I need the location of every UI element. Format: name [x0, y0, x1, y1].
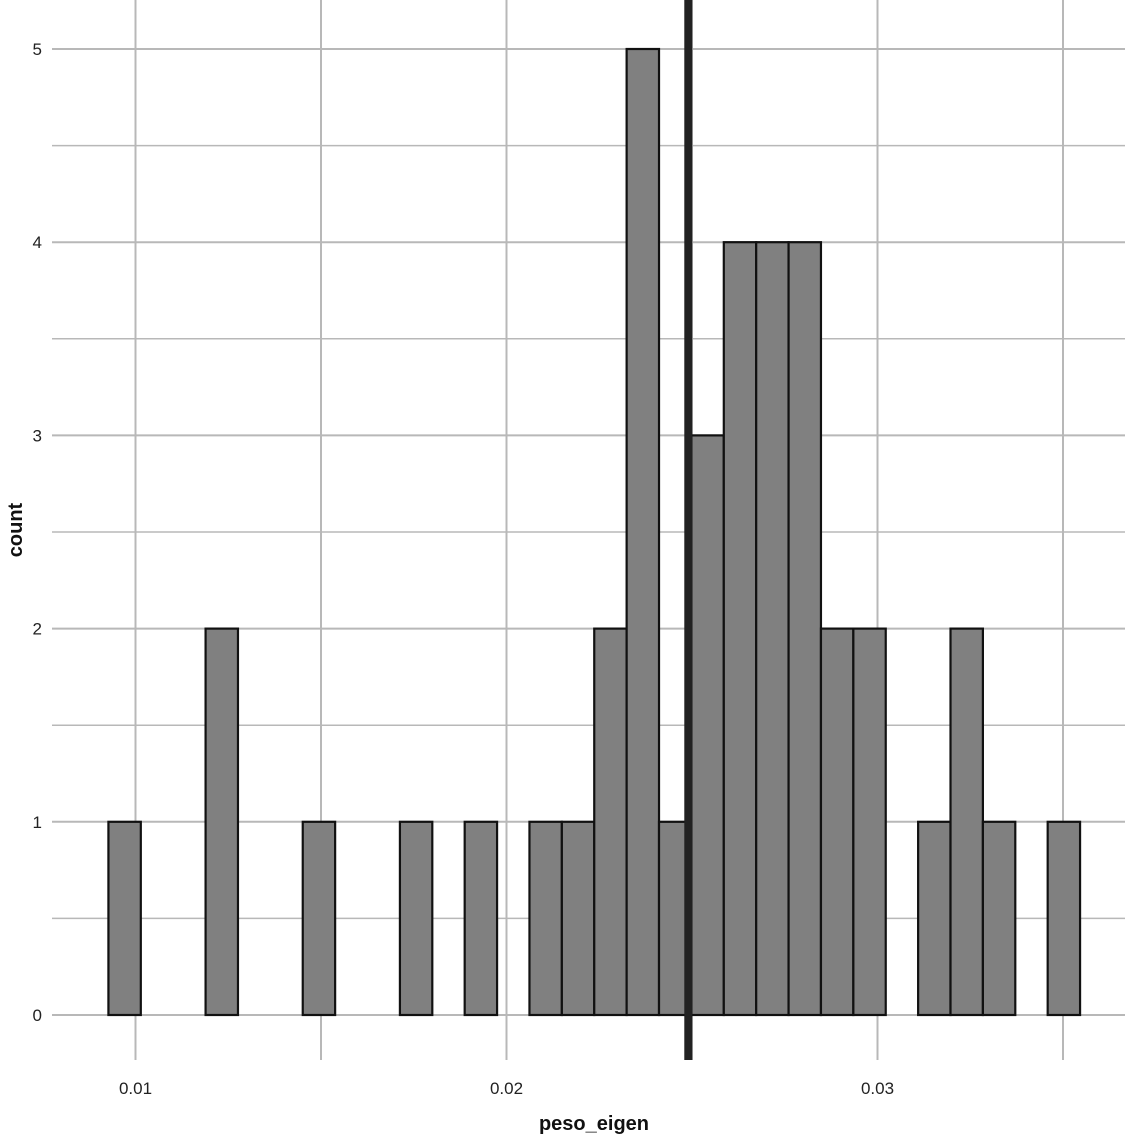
histogram-bar — [625, 47, 661, 1017]
y-tick-label: 3 — [33, 426, 42, 445]
histogram-bar — [917, 820, 952, 1017]
x-axis-title: peso_eigen — [539, 1113, 649, 1135]
histogram-bar — [949, 627, 985, 1017]
histogram-bar — [755, 241, 790, 1017]
histogram-bar — [463, 820, 499, 1017]
histogram-bar — [852, 627, 887, 1017]
histogram-bar — [398, 820, 434, 1017]
bars — [107, 47, 1082, 1017]
x-tick-labels: 0.01 0.02 0.03 — [119, 1079, 894, 1098]
histogram-bar — [107, 820, 142, 1017]
histogram-bar — [722, 241, 758, 1017]
y-tick-label: 4 — [33, 233, 42, 252]
x-tick-label: 0.01 — [119, 1079, 152, 1098]
x-tick-label: 0.02 — [490, 1079, 523, 1098]
y-tick-labels: 0 1 2 3 4 5 — [33, 40, 42, 1025]
y-axis-title: count — [5, 502, 27, 557]
histogram-bar — [301, 820, 337, 1017]
histogram-bar — [787, 241, 823, 1017]
y-tick-label: 2 — [33, 620, 42, 639]
y-tick-label: 0 — [33, 1006, 42, 1025]
histogram-bar — [1046, 820, 1082, 1017]
histogram-bar — [593, 627, 628, 1017]
histogram-bar — [204, 627, 240, 1017]
histogram-bar — [819, 627, 855, 1017]
histogram-bar — [981, 820, 1017, 1017]
histogram-bar — [528, 820, 563, 1017]
histogram-bar — [560, 820, 596, 1017]
y-tick-label: 1 — [33, 813, 42, 832]
histogram-bar — [690, 434, 725, 1017]
x-tick-label: 0.03 — [861, 1079, 894, 1098]
y-tick-label: 5 — [33, 40, 42, 59]
